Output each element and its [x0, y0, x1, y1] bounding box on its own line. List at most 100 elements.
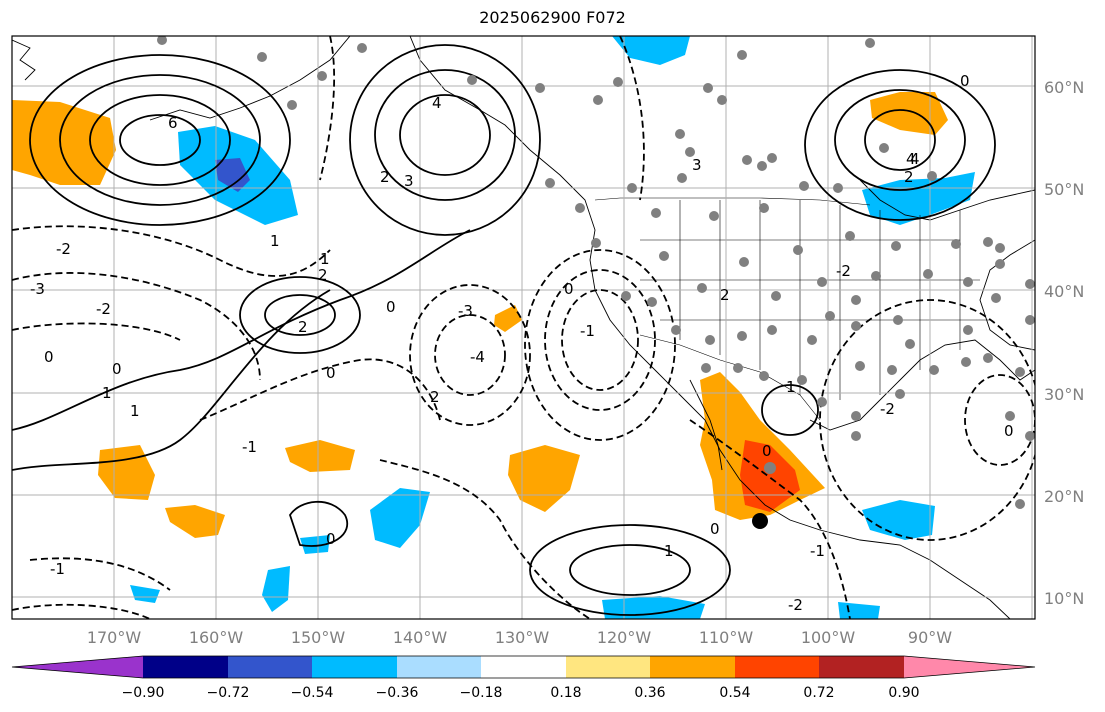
- contour-label: 4: [432, 94, 442, 112]
- contour-label: 2: [904, 168, 914, 186]
- contour-label: -3: [30, 280, 45, 298]
- colorbar-tick-label: −0.36: [376, 685, 419, 701]
- contour-label: 1: [664, 542, 674, 560]
- contour-label: 0: [326, 364, 336, 382]
- colorbar-segment: [481, 656, 566, 678]
- contour-label: 0: [386, 298, 396, 316]
- contour-label: 4: [906, 150, 916, 168]
- contour-label: 1: [320, 250, 330, 268]
- map-frame: [11, 35, 1036, 620]
- borders: [594, 197, 990, 421]
- colorbar-tick-label: 0.90: [888, 685, 919, 701]
- colorbar-segment: [397, 656, 481, 678]
- orange-region-hawaii-e: [285, 440, 355, 472]
- orange-region-nw: [12, 100, 116, 185]
- lat-label: 30°N: [1044, 385, 1084, 404]
- contour-label: -2: [56, 240, 71, 258]
- longitude-labels: 170°W 160°W 150°W 140°W 130°W 120°W 110°…: [87, 628, 952, 647]
- gridlines: [12, 36, 1035, 619]
- contour-label: 1: [786, 378, 796, 396]
- contour-label: 1: [270, 232, 280, 250]
- colorbar-segment: [312, 656, 397, 678]
- colorbar-segment: [566, 656, 650, 678]
- contour-label: 0: [112, 360, 122, 378]
- colorbar-segment: [650, 656, 735, 678]
- contour-label: -2: [836, 262, 851, 280]
- lon-label: 100°W: [801, 628, 856, 647]
- blue-region-south-2: [262, 566, 290, 612]
- colorbar: −0.90 −0.72 −0.54 −0.36 −0.18 0.18 0.36 …: [11, 655, 1036, 701]
- contours-positive: [12, 44, 996, 616]
- lat-label: 60°N: [1044, 78, 1084, 97]
- blue-region-top: [612, 36, 690, 65]
- contour-label: -2: [788, 596, 803, 614]
- contour-label: -1: [50, 560, 65, 578]
- colorbar-segment: [143, 656, 228, 678]
- blue-region-south-3: [300, 535, 330, 554]
- location-marker: [752, 513, 768, 529]
- lon-label: 120°W: [597, 628, 652, 647]
- orange-region-south: [165, 505, 225, 538]
- colorbar-tick-label: −0.18: [460, 685, 503, 701]
- darkblue-region: [215, 158, 250, 192]
- lon-label: 160°W: [189, 628, 244, 647]
- colorbar-segment: [228, 656, 312, 678]
- colorbar-tick-label: −0.90: [122, 685, 165, 701]
- contour-label: 2: [318, 266, 328, 284]
- lat-label: 20°N: [1044, 487, 1084, 506]
- contour-label: 1: [130, 402, 140, 420]
- contour-label: 2: [720, 286, 730, 304]
- colorbar-segment: [819, 656, 904, 678]
- station-dots: [157, 36, 1035, 509]
- orange-region-small1: [494, 305, 522, 332]
- lat-label: 10°N: [1044, 589, 1084, 608]
- contour-label: -2: [96, 300, 111, 318]
- contour-label: 2: [430, 388, 440, 406]
- contours-negative: [12, 36, 1035, 619]
- contour-label: -1: [580, 322, 595, 340]
- lon-label: 110°W: [699, 628, 754, 647]
- lon-label: 130°W: [495, 628, 550, 647]
- contour-label: 4: [910, 150, 920, 168]
- colorbar-tick-label: 0.72: [803, 685, 834, 701]
- lat-label: 40°N: [1044, 282, 1084, 301]
- contour-label: 0: [762, 442, 772, 460]
- contour-label: 2: [298, 318, 308, 336]
- colorbar-segment: [735, 656, 819, 678]
- map-title: 2025062900 F072: [479, 8, 626, 27]
- blue-region-east: [862, 172, 975, 225]
- colorbar-tick-label: 0.36: [634, 685, 665, 701]
- colorbar-tick-label: 0.18: [550, 685, 581, 701]
- contour-label: 3: [692, 156, 702, 174]
- contour-label: 1: [102, 384, 112, 402]
- contour-label: -1: [810, 542, 825, 560]
- blue-region-bottom: [602, 596, 705, 619]
- blue-region-tiny: [130, 585, 160, 603]
- orange-region-hawaii-w: [98, 445, 155, 500]
- contour-label: 0: [710, 520, 720, 538]
- colorbar-tick-label: 0.54: [719, 685, 750, 701]
- contour-label: 3: [404, 172, 414, 190]
- lon-label: 170°W: [87, 628, 142, 647]
- lon-label: 150°W: [291, 628, 346, 647]
- colorbar-outline: [11, 655, 1036, 679]
- blue-region-central-am: [862, 500, 935, 540]
- contour-label: 0: [564, 280, 574, 298]
- lon-label: 140°W: [393, 628, 448, 647]
- contour-label: -3: [458, 302, 473, 320]
- contour-labels: 6 4 3 2 1 0 -1 -2 -3 4 2 1 0 2 3 0 2 -2 …: [30, 72, 1014, 614]
- contour-label: 0: [326, 530, 336, 548]
- colorbar-segment: [12, 656, 143, 678]
- latitude-labels: 60°N 50°N 40°N 30°N 20°N 10°N: [1044, 78, 1084, 608]
- contour-label: -4: [470, 348, 485, 366]
- contour-label: 6: [168, 114, 178, 132]
- lat-label: 50°N: [1044, 180, 1084, 199]
- contour-label: -1: [242, 438, 257, 456]
- orange-region-hudson: [870, 92, 948, 135]
- lon-label: 90°W: [908, 628, 952, 647]
- contour-label: 0: [960, 72, 970, 90]
- contour-label: 0: [44, 348, 54, 366]
- colorbar-tick-label: −0.54: [291, 685, 334, 701]
- blue-region-south-1: [370, 488, 430, 548]
